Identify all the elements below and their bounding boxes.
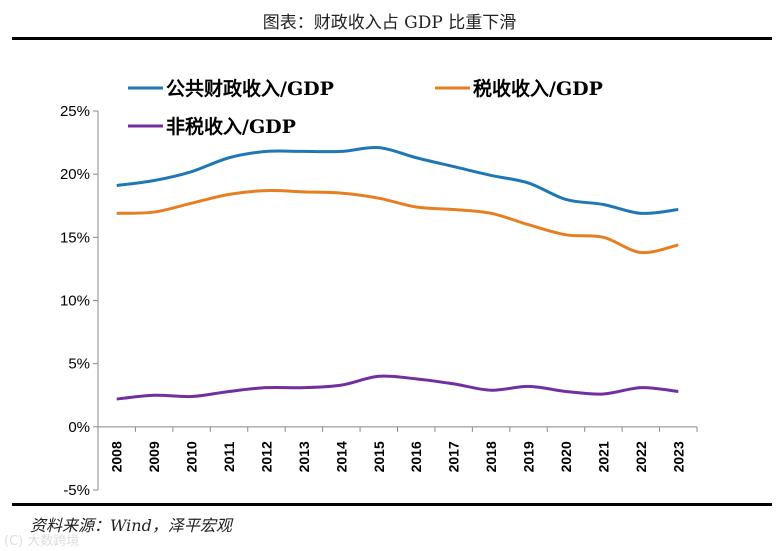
x-tick-label: 2017 [446,441,462,472]
legend-label: 公共财政收入/GDP [166,77,334,100]
x-tick-label: 2021 [595,441,611,472]
chart-title: 图表：财政收入占 GDP 比重下滑 [262,13,517,33]
x-tick-label: 2009 [146,441,162,472]
bottom-divider [12,503,772,506]
source-note: 资料来源：Wind，泽平宏观 [30,516,232,535]
watermark-text: 大数跨境 [27,534,80,549]
series-line [116,374,679,401]
x-tick-label: 2019 [521,441,537,472]
x-tick-label: 2023 [670,441,686,472]
x-tick-label: 2020 [558,441,574,472]
legend-label: 非税收入/GDP [166,115,296,138]
x-tick-label: 2013 [296,441,312,472]
x-tick-label: 2018 [483,441,499,472]
x-tick-label: 2012 [258,441,274,472]
y-tick-label: -5% [63,482,90,499]
y-tick-label: 25% [60,103,90,120]
series-line [116,145,679,215]
y-tick-label: 15% [60,229,90,246]
watermark: (C) 大数跨境 [4,534,80,549]
x-tick-label: 2016 [408,441,424,472]
x-tick-label: 2014 [333,441,349,472]
legend-label: 税收收入/GDP [473,77,603,100]
series-line [116,189,679,255]
top-divider [12,37,772,40]
x-tick-label: 2022 [633,441,649,472]
x-tick-label: 2008 [109,441,125,472]
y-tick-label: 0% [68,419,90,436]
y-tick-label: 10% [60,293,90,310]
y-tick-label: 20% [60,166,90,183]
x-tick-label: 2015 [371,441,387,472]
y-tick-label: 5% [68,356,90,373]
x-tick-label: 2011 [221,441,237,472]
x-tick-label: 2010 [184,441,200,472]
